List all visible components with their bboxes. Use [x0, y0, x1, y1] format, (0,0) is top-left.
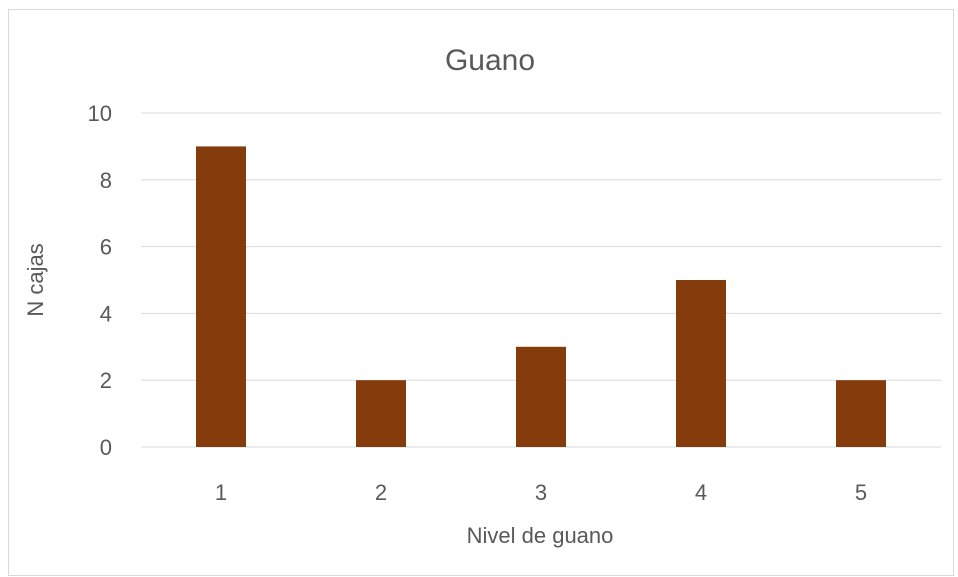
y-tick-label: 2: [100, 368, 112, 393]
bars: [196, 146, 886, 447]
y-tick-label: 0: [100, 435, 112, 460]
y-axis-ticks: 0 2 4 6 8 10: [88, 101, 112, 460]
x-tick-label: 4: [695, 480, 707, 505]
y-tick-label: 10: [88, 101, 112, 126]
y-tick-label: 6: [100, 235, 112, 260]
bar-1: [196, 146, 246, 447]
y-axis-label: N cajas: [23, 243, 48, 316]
y-tick-label: 4: [100, 301, 112, 326]
y-tick-label: 8: [100, 168, 112, 193]
bar-4: [676, 280, 726, 447]
x-tick-label: 2: [375, 480, 387, 505]
x-tick-label: 1: [215, 480, 227, 505]
x-tick-label: 3: [535, 480, 547, 505]
bar-3: [516, 346, 566, 447]
x-axis-label: Nivel de guano: [467, 523, 614, 548]
chart-title: Guano: [445, 44, 535, 77]
x-axis-ticks: 1 2 3 4 5: [215, 480, 867, 505]
gridlines: [141, 112, 941, 448]
chart-frame: [8, 9, 954, 576]
x-tick-label: 5: [855, 480, 867, 505]
bar-5: [836, 380, 886, 447]
bar-2: [356, 380, 406, 447]
